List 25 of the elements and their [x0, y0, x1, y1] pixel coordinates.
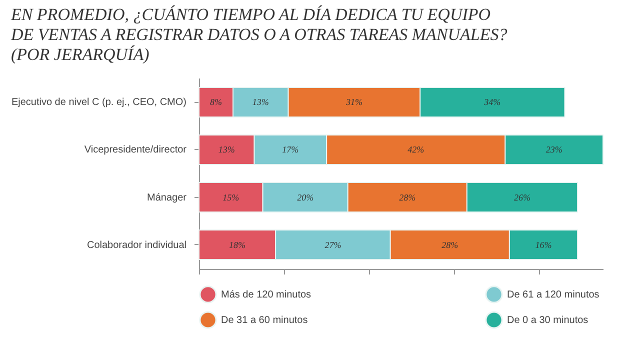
- data-label: 31%: [344, 97, 362, 108]
- data-label: 26%: [514, 192, 530, 202]
- y-tick-label: Colaborador individual: [86, 240, 186, 251]
- legend-label: Más de 120 minutos: [221, 289, 312, 300]
- data-label: 28%: [442, 240, 458, 250]
- data-label: 13%: [218, 144, 235, 155]
- data-label: 23%: [546, 144, 562, 155]
- legend-label: De 31 a 60 minutos: [221, 315, 308, 326]
- data-label: 27%: [324, 240, 342, 250]
- data-label: 15%: [222, 192, 240, 202]
- chart-title: EN PROMEDIO, ¿CUÁNTO TIEMPO AL DÍA DEDICA TU EQUIPO DE VENTAS A REGISTRAR DATOS O A OTRAS TAREAS MANUALES? (POR JERARQUÍA): [10, 5, 508, 64]
- data-label: 34%: [483, 97, 501, 108]
- data-label: 8%: [210, 97, 222, 108]
- data-label: 13%: [252, 97, 269, 108]
- data-label: 28%: [399, 192, 416, 202]
- data-label: 16%: [535, 240, 552, 250]
- y-tick-label: Vicepresidente/director: [84, 144, 188, 156]
- data-label: 18%: [229, 240, 246, 250]
- data-label: 20%: [297, 192, 314, 202]
- y-tick-label: Ejecutivo de nivel C (p. ej., CEO, CMO): [11, 97, 186, 108]
- legend-label: De 61 a 120 minutos: [507, 289, 600, 300]
- data-label: 42%: [408, 144, 424, 155]
- y-tick-label: Mánager: [147, 192, 188, 204]
- data-label: 17%: [282, 144, 299, 155]
- legend-label: De 0 a 30 minutos: [507, 315, 588, 326]
